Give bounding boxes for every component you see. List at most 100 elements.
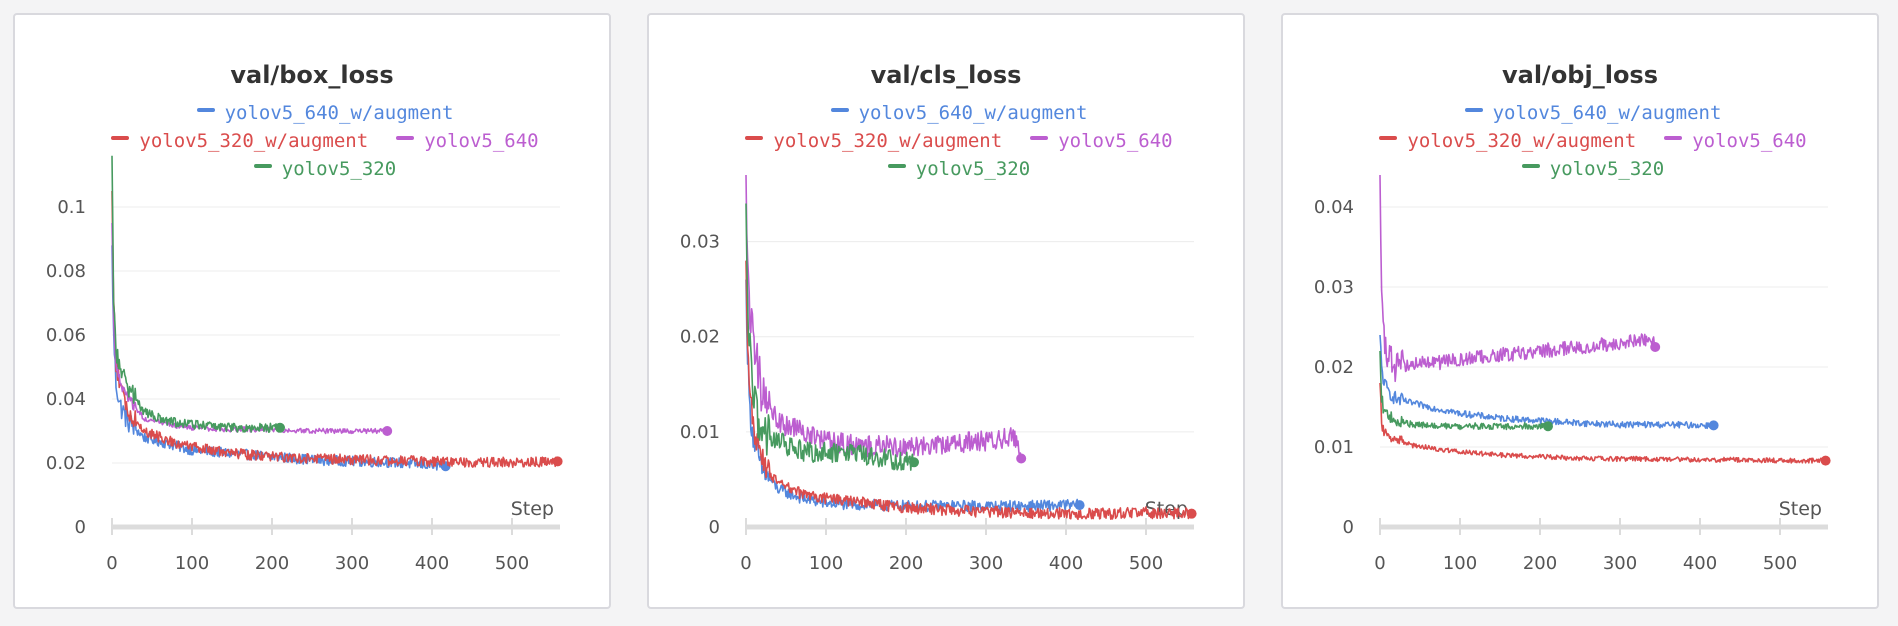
legend-swatch [111,135,130,140]
chart-title: val/obj_loss [1501,61,1658,89]
x-tick-label: 400 [415,553,449,574]
x-tick-label: 500 [1129,553,1163,574]
x-tick-label: 200 [1523,553,1557,574]
x-tick-label: 0 [1374,553,1385,574]
series-end-point [1186,508,1197,519]
chart-title: val/cls_loss [870,61,1022,89]
legend-label: yolov5_640 [424,130,539,152]
legend-item: yolov5_640 [1030,127,1173,155]
legend-label: yolov5_640 [1692,130,1807,152]
chart-title: val/box_loss [230,61,394,89]
legend-item: yolov5_320_w/augment [111,127,368,155]
series-end-point [552,456,563,467]
legend-swatch [1521,163,1540,168]
chart-panel-cls-loss: val/cls_loss yolov5_640_w/augment yolov5… [647,13,1245,609]
x-tick-label: 400 [1049,553,1083,574]
chart-legend: yolov5_640_w/augment yolov5_320_w/augmen… [1333,99,1853,183]
legend-label: yolov5_640_w/augment [224,102,454,124]
series-line [745,279,1080,513]
series-end-point [1543,421,1553,432]
y-tick-label: 0.08 [46,261,86,282]
legend-item: yolov5_640_w/augment [1464,99,1722,127]
y-tick-label: 0 [709,517,720,538]
legend-item: yolov5_320 [1521,155,1665,183]
series-line [745,260,1192,521]
legend-swatch [253,163,272,168]
legend-label: yolov5_320_w/augment [1407,130,1637,152]
x-tick-label: 400 [1683,553,1717,574]
series-end-point [382,426,393,436]
legend-swatch [1464,107,1483,112]
legend-item: yolov5_640 [396,127,539,155]
legend-item: yolov5_320 [253,155,397,183]
series-end-point [1074,500,1085,511]
x-axis-label: Step [1779,498,1822,520]
series-end-point [909,457,919,468]
x-tick-label: 0 [106,553,117,574]
x-axis-label: Step [511,498,554,520]
y-tick-label: 0.04 [46,389,86,410]
chart-panel-box-loss: val/box_loss yolov5_640_w/augment yolov5… [13,13,611,609]
legend-label: yolov5_640 [1058,130,1173,152]
y-tick-label: 0.02 [1314,357,1354,378]
series-line [111,222,388,435]
y-tick-label: 0.01 [1314,437,1354,458]
series-end-point [275,422,285,433]
series-line [745,203,915,471]
chart-plot: 0 0.02 0.04 0.06 0.08 0.1 0 100 200 300 400 500 Step [46,155,563,574]
y-tick-label: 0 [1343,517,1354,538]
legend-item: yolov5_640_w/augment [196,99,454,127]
x-tick-label: 300 [1603,553,1637,574]
series-line [1379,334,1714,430]
y-tick-label: 0.06 [46,325,86,346]
series-line [745,174,1022,459]
series-line [111,155,281,434]
legend-item: yolov5_320_w/augment [1379,127,1636,155]
y-tick-label: 0.01 [680,422,720,443]
x-tick-label: 200 [889,553,923,574]
legend-item: yolov5_320_w/augment [745,127,1002,155]
legend-swatch [396,135,415,140]
legend-label: yolov5_640_w/augment [858,102,1088,124]
series-line [1379,174,1656,383]
legend-item: yolov5_320 [887,155,1031,183]
legend-swatch [1664,135,1683,140]
legend-label: yolov5_320 [1549,158,1665,180]
chart-legend: yolov5_640_w/augment yolov5_320_w/augmen… [699,99,1219,183]
legend-swatch [1379,135,1398,140]
y-tick-label: 0.03 [680,232,720,253]
series-end-point [1650,342,1661,352]
legend-label: yolov5_640_w/augment [1492,102,1722,124]
legend-label: yolov5_320 [915,158,1031,180]
series-line [111,245,446,471]
x-tick-label: 300 [969,553,1003,574]
y-tick-label: 0 [75,517,86,538]
x-tick-label: 200 [255,553,289,574]
chart-legend: yolov5_640_w/augment yolov5_320_w/augmen… [65,99,585,183]
legend-swatch [887,163,906,168]
series-end-point [1016,453,1027,464]
legend-item: yolov5_640 [1664,127,1807,155]
series-line [1379,382,1826,464]
series-end-point [1820,455,1831,466]
y-tick-label: 0.03 [1314,277,1354,298]
legend-label: yolov5_320_w/augment [139,130,369,152]
chart-plot: 0 0.01 0.02 0.03 0.04 0 100 200 300 400 500 Step [1314,174,1831,574]
x-tick-label: 500 [495,553,529,574]
legend-label: yolov5_320 [281,158,397,180]
y-tick-label: 0.04 [1314,197,1354,218]
x-tick-label: 300 [335,553,369,574]
x-tick-label: 100 [1443,553,1477,574]
x-tick-label: 100 [809,553,843,574]
series-line [1379,350,1549,431]
x-tick-label: 0 [740,553,751,574]
legend-item: yolov5_640_w/augment [830,99,1088,127]
series-line [111,190,558,469]
y-tick-label: 0.1 [57,197,86,218]
y-tick-label: 0.02 [680,327,720,348]
series-end-point [1708,420,1719,431]
legend-label: yolov5_320_w/augment [773,130,1003,152]
legend-swatch [745,135,764,140]
x-tick-label: 500 [1763,553,1797,574]
